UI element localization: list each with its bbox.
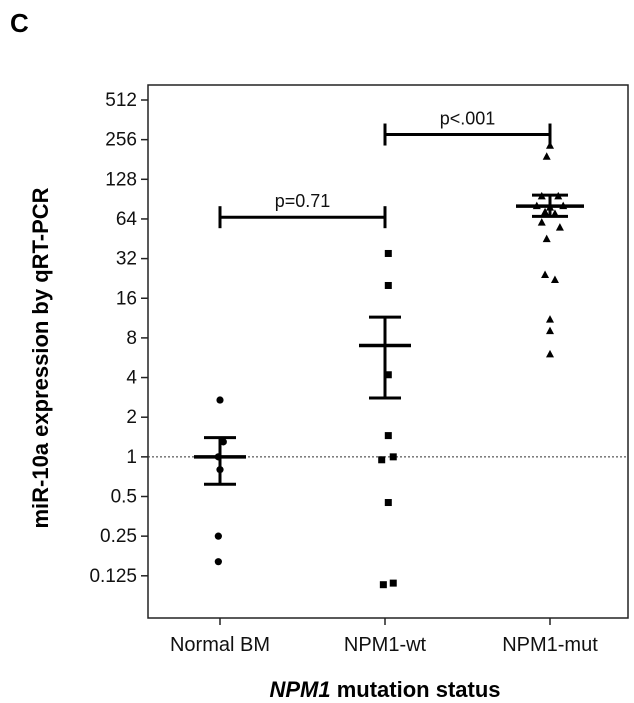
y-tick-label: 64: [116, 209, 138, 230]
data-point: [541, 207, 550, 216]
y-tick-label: 128: [105, 169, 137, 190]
data-point: [384, 281, 392, 289]
y-tick-label: 2: [126, 407, 137, 428]
y-tick-label: 8: [126, 328, 137, 349]
data-point: [546, 315, 554, 323]
data-marks: [194, 141, 584, 589]
data-point: [384, 249, 392, 257]
y-tick-label: 32: [116, 249, 137, 270]
y-tick-label: 4: [126, 368, 137, 389]
data-point: [384, 371, 392, 379]
axes: 512 256 128 64 32 16 8 4 2 1 0.5 0.25 0.125 Normal BM…: [89, 84, 629, 656]
data-point: [384, 432, 392, 440]
data-point: [541, 270, 550, 279]
data-point: [389, 579, 397, 587]
p-value-label: p<.001: [440, 109, 496, 129]
x-axis-title-rest: mutation status: [331, 677, 501, 702]
data-point: [546, 349, 554, 358]
data-point: [379, 581, 387, 589]
x-tick-label: Normal BM: [170, 634, 270, 656]
y-tick-label: 512: [105, 90, 137, 111]
y-axis-title: miR-10a expression by qRT-PCR: [28, 187, 53, 528]
data-point: [378, 456, 386, 464]
y-tick-label: 0.25: [100, 526, 137, 547]
data-point: [389, 453, 397, 461]
data-point: [216, 396, 224, 404]
x-axis-title: NPM1 mutation status: [269, 677, 500, 702]
data-point: [555, 223, 564, 231]
x-tick-label: NPM1-wt: [344, 634, 427, 656]
data-point: [542, 152, 551, 160]
data-point: [214, 532, 222, 540]
data-point: [550, 275, 559, 284]
x-tick-label: NPM1-mut: [502, 634, 598, 656]
data-point: [214, 558, 222, 566]
y-tick-label: 16: [116, 288, 137, 309]
x-axis-title-gene: NPM1: [269, 677, 330, 702]
y-tick-label: 256: [105, 130, 137, 151]
data-point: [542, 234, 551, 243]
y-tick-label: 1: [126, 447, 137, 468]
y-tick-label: 0.125: [89, 566, 137, 587]
data-point: [384, 499, 392, 507]
y-tick-label: 0.5: [111, 487, 137, 508]
data-point: [537, 218, 546, 226]
panel-label: C: [10, 8, 29, 38]
p-value-label: p=0.71: [275, 191, 331, 211]
comparison-annotations: p=0.71 p<.001: [218, 109, 552, 229]
data-point: [546, 326, 554, 335]
plot-frame: [147, 84, 629, 619]
